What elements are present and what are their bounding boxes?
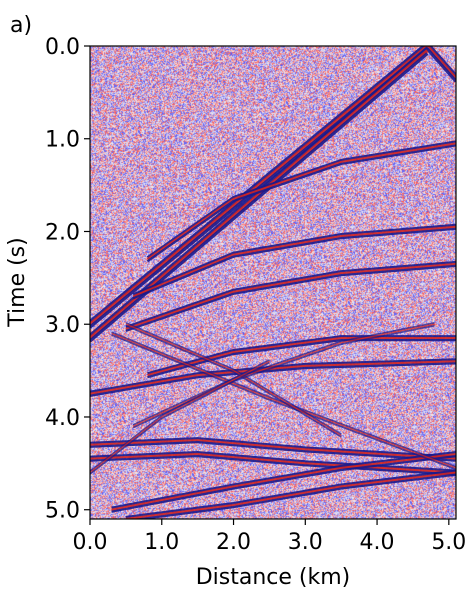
- x-tick-label: 4.0: [360, 530, 395, 555]
- x-tick-label: 2.0: [216, 530, 251, 555]
- seismic-events: [90, 46, 456, 519]
- seismic-event-trace: [90, 360, 270, 474]
- seismic-event-reflection: [125, 469, 456, 519]
- seismic-event-trace: [111, 334, 456, 471]
- seismic-event-trace: [111, 332, 456, 469]
- seismic-event-reflection: [132, 223, 456, 300]
- seismic-event-trace: [125, 322, 342, 435]
- y-axis-label: Time (s): [5, 237, 30, 327]
- seismic-event-trace: [125, 262, 456, 330]
- seismic-event-trace: [111, 451, 456, 509]
- y-tick-label: 4.0: [45, 406, 80, 431]
- x-tick-label: 1.0: [144, 530, 179, 555]
- seismic-event-trace: [132, 223, 456, 296]
- seismic-event-trace: [125, 323, 342, 437]
- seismic-event-trace: [90, 453, 456, 474]
- x-tick-label: 5.0: [431, 530, 466, 555]
- x-axis-label: Distance (km): [196, 565, 351, 590]
- seismic-event-trace: [90, 455, 456, 476]
- seismic-event-trace: [146, 144, 456, 263]
- seismic-event-diffraction: [125, 322, 342, 438]
- y-tick-label: 3.0: [45, 313, 80, 338]
- seismic-event-trace: [111, 455, 456, 513]
- seismic-event-trace: [125, 469, 456, 519]
- seismic-event-trace: [147, 335, 456, 375]
- seismic-event-trace: [132, 225, 456, 298]
- x-tick-label: 0.0: [73, 530, 108, 555]
- seismic-event-trace: [111, 331, 456, 468]
- seismic-event-diffraction: [111, 331, 456, 471]
- seismic-event-trace: [125, 264, 456, 332]
- y-tick-label: 0.0: [45, 35, 80, 60]
- seismic-event-trace: [90, 441, 456, 462]
- seismic-event-trace: [132, 473, 456, 519]
- y-tick-label: 1.0: [45, 128, 80, 153]
- seismic-event-reflection: [111, 451, 456, 513]
- seismic-event-diffraction: [90, 359, 270, 475]
- plot-frame: [89, 45, 457, 520]
- seismic-event-trace: [125, 260, 456, 328]
- y-tick-label: 2.0: [45, 220, 80, 245]
- seismic-event-trace: [125, 471, 456, 519]
- seismic-event-trace: [146, 140, 456, 259]
- seismic-event-reflection: [90, 437, 456, 462]
- seismic-event-trace: [90, 46, 456, 326]
- seismic-event-trace: [90, 46, 456, 323]
- seismic-event-trace: [125, 324, 342, 438]
- seismic-event-trace: [90, 362, 270, 475]
- seismic-event-trace: [146, 142, 456, 261]
- seismic-event-trace: [132, 323, 435, 428]
- seismic-event-trace: [132, 227, 456, 300]
- seismic-event-trace: [90, 359, 270, 472]
- seismic-event-trace: [132, 322, 435, 426]
- y-tick-label: 5.0: [45, 499, 80, 524]
- x-tick-label: 3.0: [288, 530, 323, 555]
- seismic-event-reflection: [146, 140, 456, 263]
- panel-label: a): [10, 13, 32, 38]
- seismic-event-trace: [90, 439, 456, 460]
- seismic-event-trace: [90, 437, 456, 458]
- seismic-event-trace: [111, 453, 456, 511]
- seismic-event-reflection: [125, 260, 456, 332]
- x-axis: 0.0 1.0 2.0 3.0 4.0 5.0: [73, 519, 466, 555]
- seismic-event-trace: [147, 337, 456, 377]
- y-axis: 0.0 1.0 2.0 3.0 4.0 5.0: [45, 35, 90, 524]
